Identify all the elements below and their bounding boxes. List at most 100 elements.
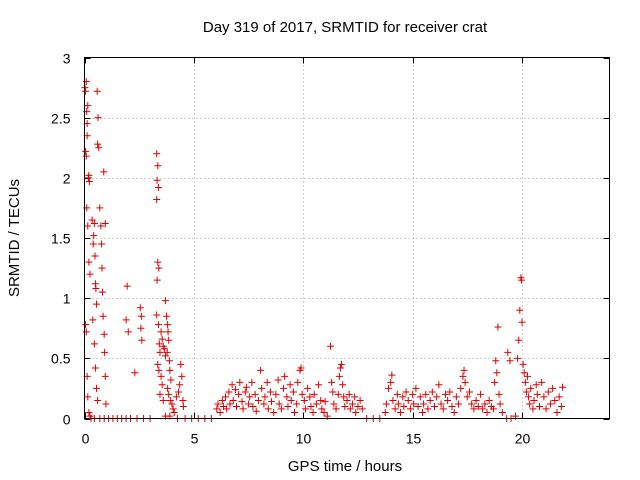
- data-point: [167, 376, 175, 384]
- data-point: [479, 405, 487, 413]
- data-point: [466, 388, 473, 396]
- data-point: [222, 393, 230, 401]
- data-point: [223, 405, 231, 413]
- data-point: [166, 366, 174, 374]
- data-point: [382, 400, 390, 408]
- data-point: [100, 330, 108, 338]
- data-point: [529, 405, 537, 413]
- data-point: [165, 357, 173, 365]
- chart-title: Day 319 of 2017, SRMTID for receiver cra…: [203, 19, 488, 36]
- data-point: [506, 357, 514, 365]
- data-point: [84, 222, 92, 230]
- data-point: [164, 384, 172, 392]
- data-point: [137, 312, 145, 320]
- data-point: [177, 360, 185, 368]
- data-point: [515, 336, 523, 344]
- data-point: [393, 390, 401, 398]
- data-point: [266, 388, 274, 396]
- data-point: [476, 390, 484, 398]
- data-point: [155, 264, 163, 272]
- data-point: [98, 240, 106, 248]
- data-point: [294, 378, 302, 386]
- data-point: [474, 402, 482, 410]
- x-tick-label: 10: [296, 431, 312, 447]
- y-tick-label: 3: [63, 51, 71, 67]
- data-point: [522, 388, 530, 396]
- data-point: [82, 78, 90, 86]
- data-point: [549, 384, 557, 392]
- data-point: [170, 408, 178, 416]
- data-point: [82, 328, 90, 336]
- data-point: [178, 372, 186, 380]
- data-point: [153, 150, 161, 158]
- data-point: [504, 348, 512, 356]
- data-point: [536, 402, 543, 410]
- data-point: [156, 390, 164, 398]
- data-point: [555, 393, 563, 401]
- data-point: [406, 405, 414, 413]
- data-point: [154, 162, 162, 170]
- data-point: [100, 168, 108, 176]
- data-point: [131, 369, 139, 377]
- data-point: [91, 252, 99, 260]
- plot-frame: [84, 57, 610, 419]
- data-point: [516, 306, 524, 314]
- data-point: [345, 390, 353, 398]
- data-point: [553, 408, 561, 416]
- data-point: [494, 323, 502, 331]
- data-point: [248, 378, 256, 386]
- points-layer: [81, 78, 566, 422]
- data-point: [557, 402, 565, 410]
- data-point: [268, 398, 276, 406]
- data-point: [498, 408, 506, 416]
- data-point: [257, 366, 265, 374]
- data-point: [249, 402, 257, 410]
- data-point: [213, 405, 221, 413]
- data-point: [164, 328, 172, 336]
- data-point: [159, 396, 167, 404]
- data-point: [165, 336, 173, 344]
- data-point: [328, 378, 336, 386]
- data-point: [82, 152, 90, 160]
- data-point: [526, 400, 534, 408]
- data-point: [175, 388, 183, 396]
- data-point: [293, 400, 301, 408]
- data-point: [455, 400, 463, 408]
- data-point: [281, 372, 289, 380]
- data-point: [306, 393, 314, 401]
- data-point: [391, 405, 399, 413]
- data-point: [93, 384, 101, 392]
- data-point: [155, 366, 163, 374]
- data-point: [301, 405, 309, 413]
- data-point: [99, 312, 107, 320]
- data-point: [521, 378, 529, 386]
- x-axis-title: GPS time / hours: [288, 458, 402, 475]
- data-point: [491, 378, 499, 386]
- data-point: [264, 405, 272, 413]
- data-point: [84, 102, 92, 110]
- data-point: [318, 405, 326, 413]
- data-point: [272, 390, 280, 398]
- data-point: [136, 304, 144, 312]
- data-point: [261, 393, 269, 401]
- data-point: [410, 400, 418, 408]
- data-point: [239, 405, 247, 413]
- y-tick-label: 2.5: [51, 111, 71, 127]
- data-point: [334, 390, 342, 398]
- data-point: [153, 195, 161, 203]
- data-point: [274, 376, 282, 384]
- data-point: [84, 393, 92, 401]
- data-point: [527, 384, 535, 392]
- data-point: [153, 176, 161, 184]
- data-point: [286, 381, 294, 389]
- data-point: [388, 371, 396, 379]
- data-point: [90, 232, 98, 240]
- data-point: [441, 390, 449, 398]
- data-point: [246, 393, 254, 401]
- data-point: [88, 216, 96, 224]
- data-point: [320, 408, 328, 416]
- data-point: [358, 405, 366, 413]
- data-point: [168, 400, 176, 408]
- y-tick-label: 0: [63, 412, 71, 428]
